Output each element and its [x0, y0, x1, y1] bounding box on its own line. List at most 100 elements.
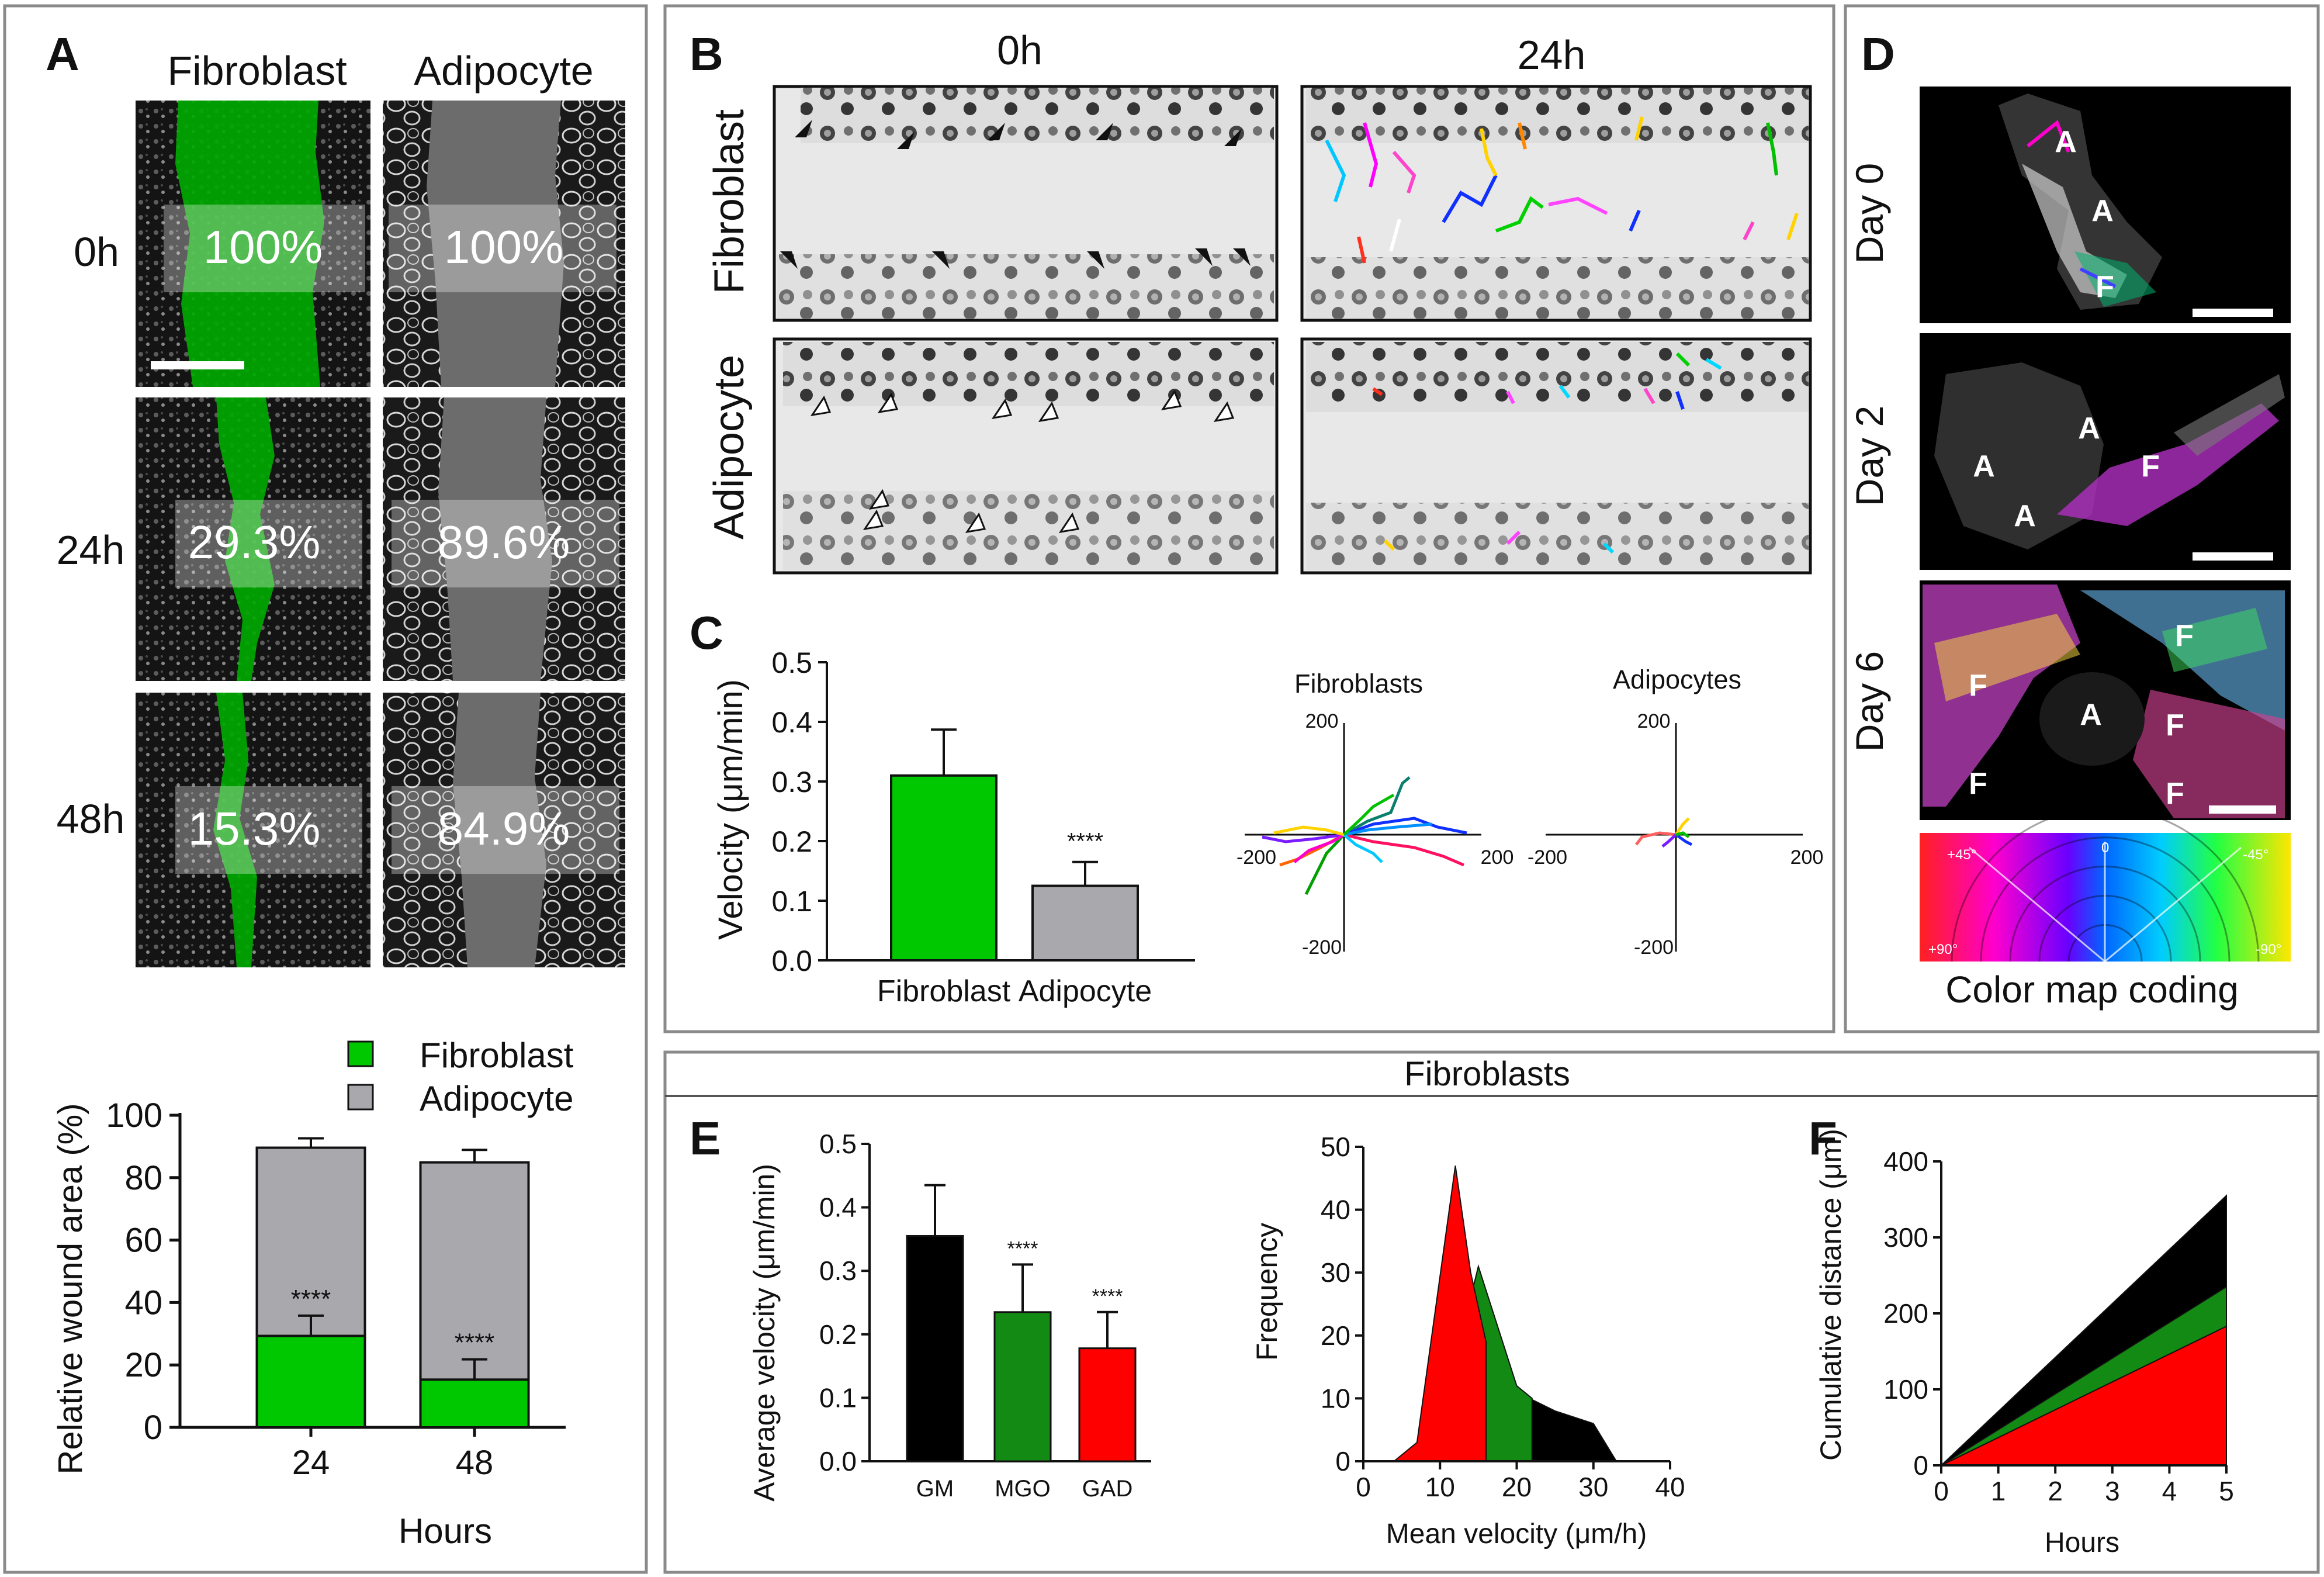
- y-tick-label: 80: [124, 1159, 162, 1197]
- y-axis-title: Velocity (μm/min): [712, 679, 750, 940]
- colormap-tick: 0: [2101, 840, 2109, 856]
- micrograph-fib-48h: [136, 693, 370, 967]
- chart-e-velocity-bar: Average velocity (μm/min) 0.0 0.1 0.2 0.3 0.…: [748, 1129, 1151, 1502]
- micrograph-d-day2: A A A F: [1920, 333, 2291, 570]
- micrograph-b-fib-0h: [773, 85, 1279, 322]
- panel-letter-f: F: [1809, 1112, 1837, 1164]
- bar-adipocyte: [1031, 884, 1139, 962]
- bar-fibroblast: [419, 1378, 530, 1429]
- x-tick-label: GM: [916, 1476, 954, 1502]
- panel-letter-a: A: [46, 28, 79, 80]
- y-tick-label: 0: [144, 1409, 162, 1447]
- tick-label: 200: [1790, 846, 1824, 869]
- panel-d: D Day 0 Day 2 Day 6 A A F A A A F: [1848, 28, 2291, 1011]
- panel-b: B 0h 24h Fibroblast Adipocyte: [690, 27, 1812, 575]
- y-tick-label: 0: [1913, 1450, 1928, 1481]
- y-tick-label: 20: [1321, 1320, 1350, 1351]
- significance-label: ****: [1007, 1237, 1038, 1260]
- y-tick-label: 10: [1321, 1383, 1350, 1413]
- y-tick-label: 100: [1883, 1374, 1928, 1405]
- y-axis-title: Frequency: [1251, 1223, 1283, 1361]
- tick-label: -200: [1634, 936, 1674, 959]
- tick-label: -200: [1302, 936, 1342, 959]
- y-tick-label: 0.0: [819, 1446, 857, 1476]
- row-label-day6: Day 6: [1848, 651, 1891, 752]
- overlay-box: [175, 786, 362, 874]
- colormap-tick: +45°: [1947, 847, 1976, 863]
- cell-mark: A: [2080, 698, 2102, 732]
- row-label-48h: 48h: [57, 796, 125, 842]
- wound-label-adip-48h: 84.9%: [438, 803, 570, 855]
- y-tick-label: 60: [124, 1222, 162, 1260]
- micrograph-d-day6: F F A F F F: [1920, 580, 2291, 820]
- bar-fibroblast: [890, 774, 998, 962]
- adipocyte-tracks: [1635, 817, 1693, 848]
- col-header-0h: 0h: [997, 27, 1042, 73]
- overlay-box: [164, 205, 365, 292]
- tick-label: 200: [1637, 710, 1671, 732]
- cell-mark: F: [2166, 708, 2184, 742]
- chart-e-frequency-area: Frequency Mean velocity (μm/h) 0 10 20 30 40…: [1251, 1132, 1685, 1550]
- y-tick-label: 200: [1883, 1298, 1928, 1329]
- significance-label: ****: [291, 1285, 331, 1313]
- wound-label-fib-0h: 100%: [203, 221, 323, 273]
- x-tick-label: 3: [2105, 1476, 2120, 1506]
- micrograph-adip-0h: [383, 101, 625, 387]
- x-tick-label: 30: [1578, 1472, 1608, 1502]
- micrograph-b-adip-24h: [1300, 337, 1812, 575]
- y-tick-label: 30: [1321, 1257, 1350, 1288]
- cell-mark: F: [1969, 669, 1987, 703]
- fibroblast-tracks: [1262, 776, 1467, 895]
- colormap-tick: -90°: [2256, 942, 2281, 957]
- wound-label-adip-24h: 89.6%: [438, 516, 570, 568]
- x-tick-label: Fibroblast: [877, 974, 1011, 1008]
- micrograph-b-adip-0h: [773, 337, 1279, 575]
- tick-label: -200: [1237, 846, 1276, 869]
- legend-swatch-adipocyte: [347, 1084, 374, 1111]
- wound-label-fib-48h: 15.3%: [188, 803, 321, 855]
- row-label-0h: 0h: [74, 229, 119, 275]
- x-tick-label: 0: [1934, 1476, 1949, 1506]
- micrograph-fib-0h: [136, 101, 370, 387]
- x-tick-label: 0: [1356, 1472, 1371, 1502]
- overlay-box: [389, 205, 616, 292]
- y-tick-label: 0.0: [771, 945, 812, 977]
- bar-gm: [906, 1234, 964, 1462]
- legend-label-fibroblast: Fibroblast: [420, 1036, 574, 1075]
- colormap-tick: -45°: [2243, 847, 2268, 863]
- overlay-box: [175, 500, 362, 587]
- x-tick-label: 20: [1502, 1472, 1532, 1502]
- y-tick-label: 0.4: [771, 706, 812, 739]
- track-axes: [1245, 723, 1803, 952]
- y-axis-title: Cumulative distance (μm): [1814, 1129, 1847, 1461]
- row-label-24h: 24h: [57, 527, 125, 573]
- y-tick-label: 0: [1335, 1446, 1350, 1476]
- y-tick-label: 40: [124, 1284, 162, 1322]
- bar-fibroblast: [255, 1334, 366, 1429]
- y-tick-label: 0.1: [819, 1382, 857, 1413]
- cell-mark: F: [1969, 767, 1987, 801]
- y-tick-label: 40: [1321, 1195, 1350, 1225]
- bar-mgo: [993, 1311, 1052, 1462]
- x-axis-title: Hours: [2045, 1527, 2119, 1558]
- ef-header-title: Fibroblasts: [1404, 1055, 1570, 1093]
- panel-letter-d: D: [1861, 28, 1895, 80]
- cell-mark: A: [2078, 411, 2100, 445]
- cell-mark: F: [2175, 619, 2194, 653]
- cell-mark: A: [2014, 499, 2036, 533]
- x-tick-label: MGO: [995, 1476, 1051, 1502]
- y-tick-label: 400: [1883, 1146, 1928, 1177]
- panel-bc-frame: [663, 4, 1835, 1033]
- y-tick-label: 20: [124, 1346, 162, 1384]
- x-tick-label: 48: [456, 1444, 494, 1482]
- col-header-24h: 24h: [1518, 32, 1586, 78]
- micrograph-fib-24h: [136, 397, 370, 681]
- y-tick-label: 0.4: [819, 1192, 857, 1223]
- wound-label-adip-0h: 100%: [444, 221, 564, 273]
- micrograph-adip-24h: [383, 397, 625, 681]
- panel-d-frame: [1844, 4, 2320, 1033]
- x-tick-label: 40: [1655, 1472, 1685, 1502]
- y-tick-label: 50: [1321, 1132, 1350, 1162]
- row-label-fibroblast: Fibroblast: [706, 109, 753, 294]
